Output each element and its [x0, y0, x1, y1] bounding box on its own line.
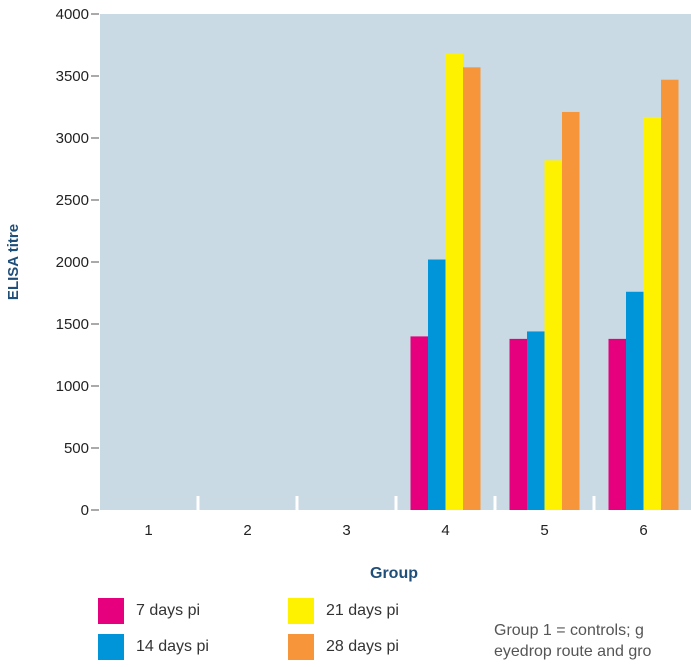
y-tick-label: 1500 [56, 316, 89, 333]
bar [445, 53, 463, 511]
y-axis-label: ELISA titre [5, 224, 22, 300]
bar [544, 160, 562, 510]
footnote-line: Group 1 = controls; g [494, 622, 644, 639]
legend-swatch [98, 634, 124, 660]
legend-swatch [288, 598, 314, 624]
x-tick-label: 4 [441, 522, 449, 539]
legend-label: 7 days pi [136, 602, 201, 619]
bar [428, 259, 446, 510]
bar [661, 79, 679, 510]
y-tick-label: 0 [81, 502, 89, 519]
bar [527, 331, 545, 510]
bar [509, 338, 527, 510]
x-group-separator [295, 496, 299, 510]
bar [463, 67, 481, 510]
y-tick-label: 1000 [56, 378, 89, 395]
bar [643, 116, 661, 511]
legend-item-14-days: 14 days pi [98, 634, 288, 660]
y-tick-label: 500 [64, 440, 89, 457]
legend-label: 28 days pi [326, 638, 399, 655]
y-tick-label: 3000 [56, 130, 89, 147]
x-tick-label: 1 [144, 522, 152, 539]
y-tick-label: 4000 [56, 6, 89, 23]
bar [562, 111, 580, 511]
footnote-line: eyedrop route and gro [494, 643, 652, 660]
x-tick-label: 3 [342, 522, 350, 539]
bar [608, 338, 626, 510]
legend-item-7-days: 7 days pi [98, 598, 288, 624]
y-tick-label: 2500 [56, 192, 89, 209]
footnote: Group 1 = controls; g eyedrop route and … [494, 620, 691, 662]
legend-swatch [288, 634, 314, 660]
bar [626, 291, 644, 510]
legend-item-28-days: 28 days pi [288, 634, 478, 660]
legend-item-21-days: 21 days pi [288, 598, 478, 624]
x-group-separator [394, 496, 398, 510]
legend: 7 days pi 21 days pi 14 days pi 28 days … [98, 598, 478, 660]
legend-label: 14 days pi [136, 638, 209, 655]
bar [410, 336, 428, 510]
plot-area [99, 14, 691, 510]
x-tick-label: 2 [243, 522, 251, 539]
x-group-separator [592, 496, 596, 510]
legend-label: 21 days pi [326, 602, 399, 619]
legend-swatch [98, 598, 124, 624]
x-axis-label: Group [370, 565, 418, 582]
y-tick-label: 3500 [56, 68, 89, 85]
x-group-separator [196, 496, 200, 510]
y-tick-label: 2000 [56, 254, 89, 271]
x-tick-label: 6 [639, 522, 647, 539]
x-group-separator [493, 496, 497, 510]
x-tick-label: 5 [540, 522, 548, 539]
